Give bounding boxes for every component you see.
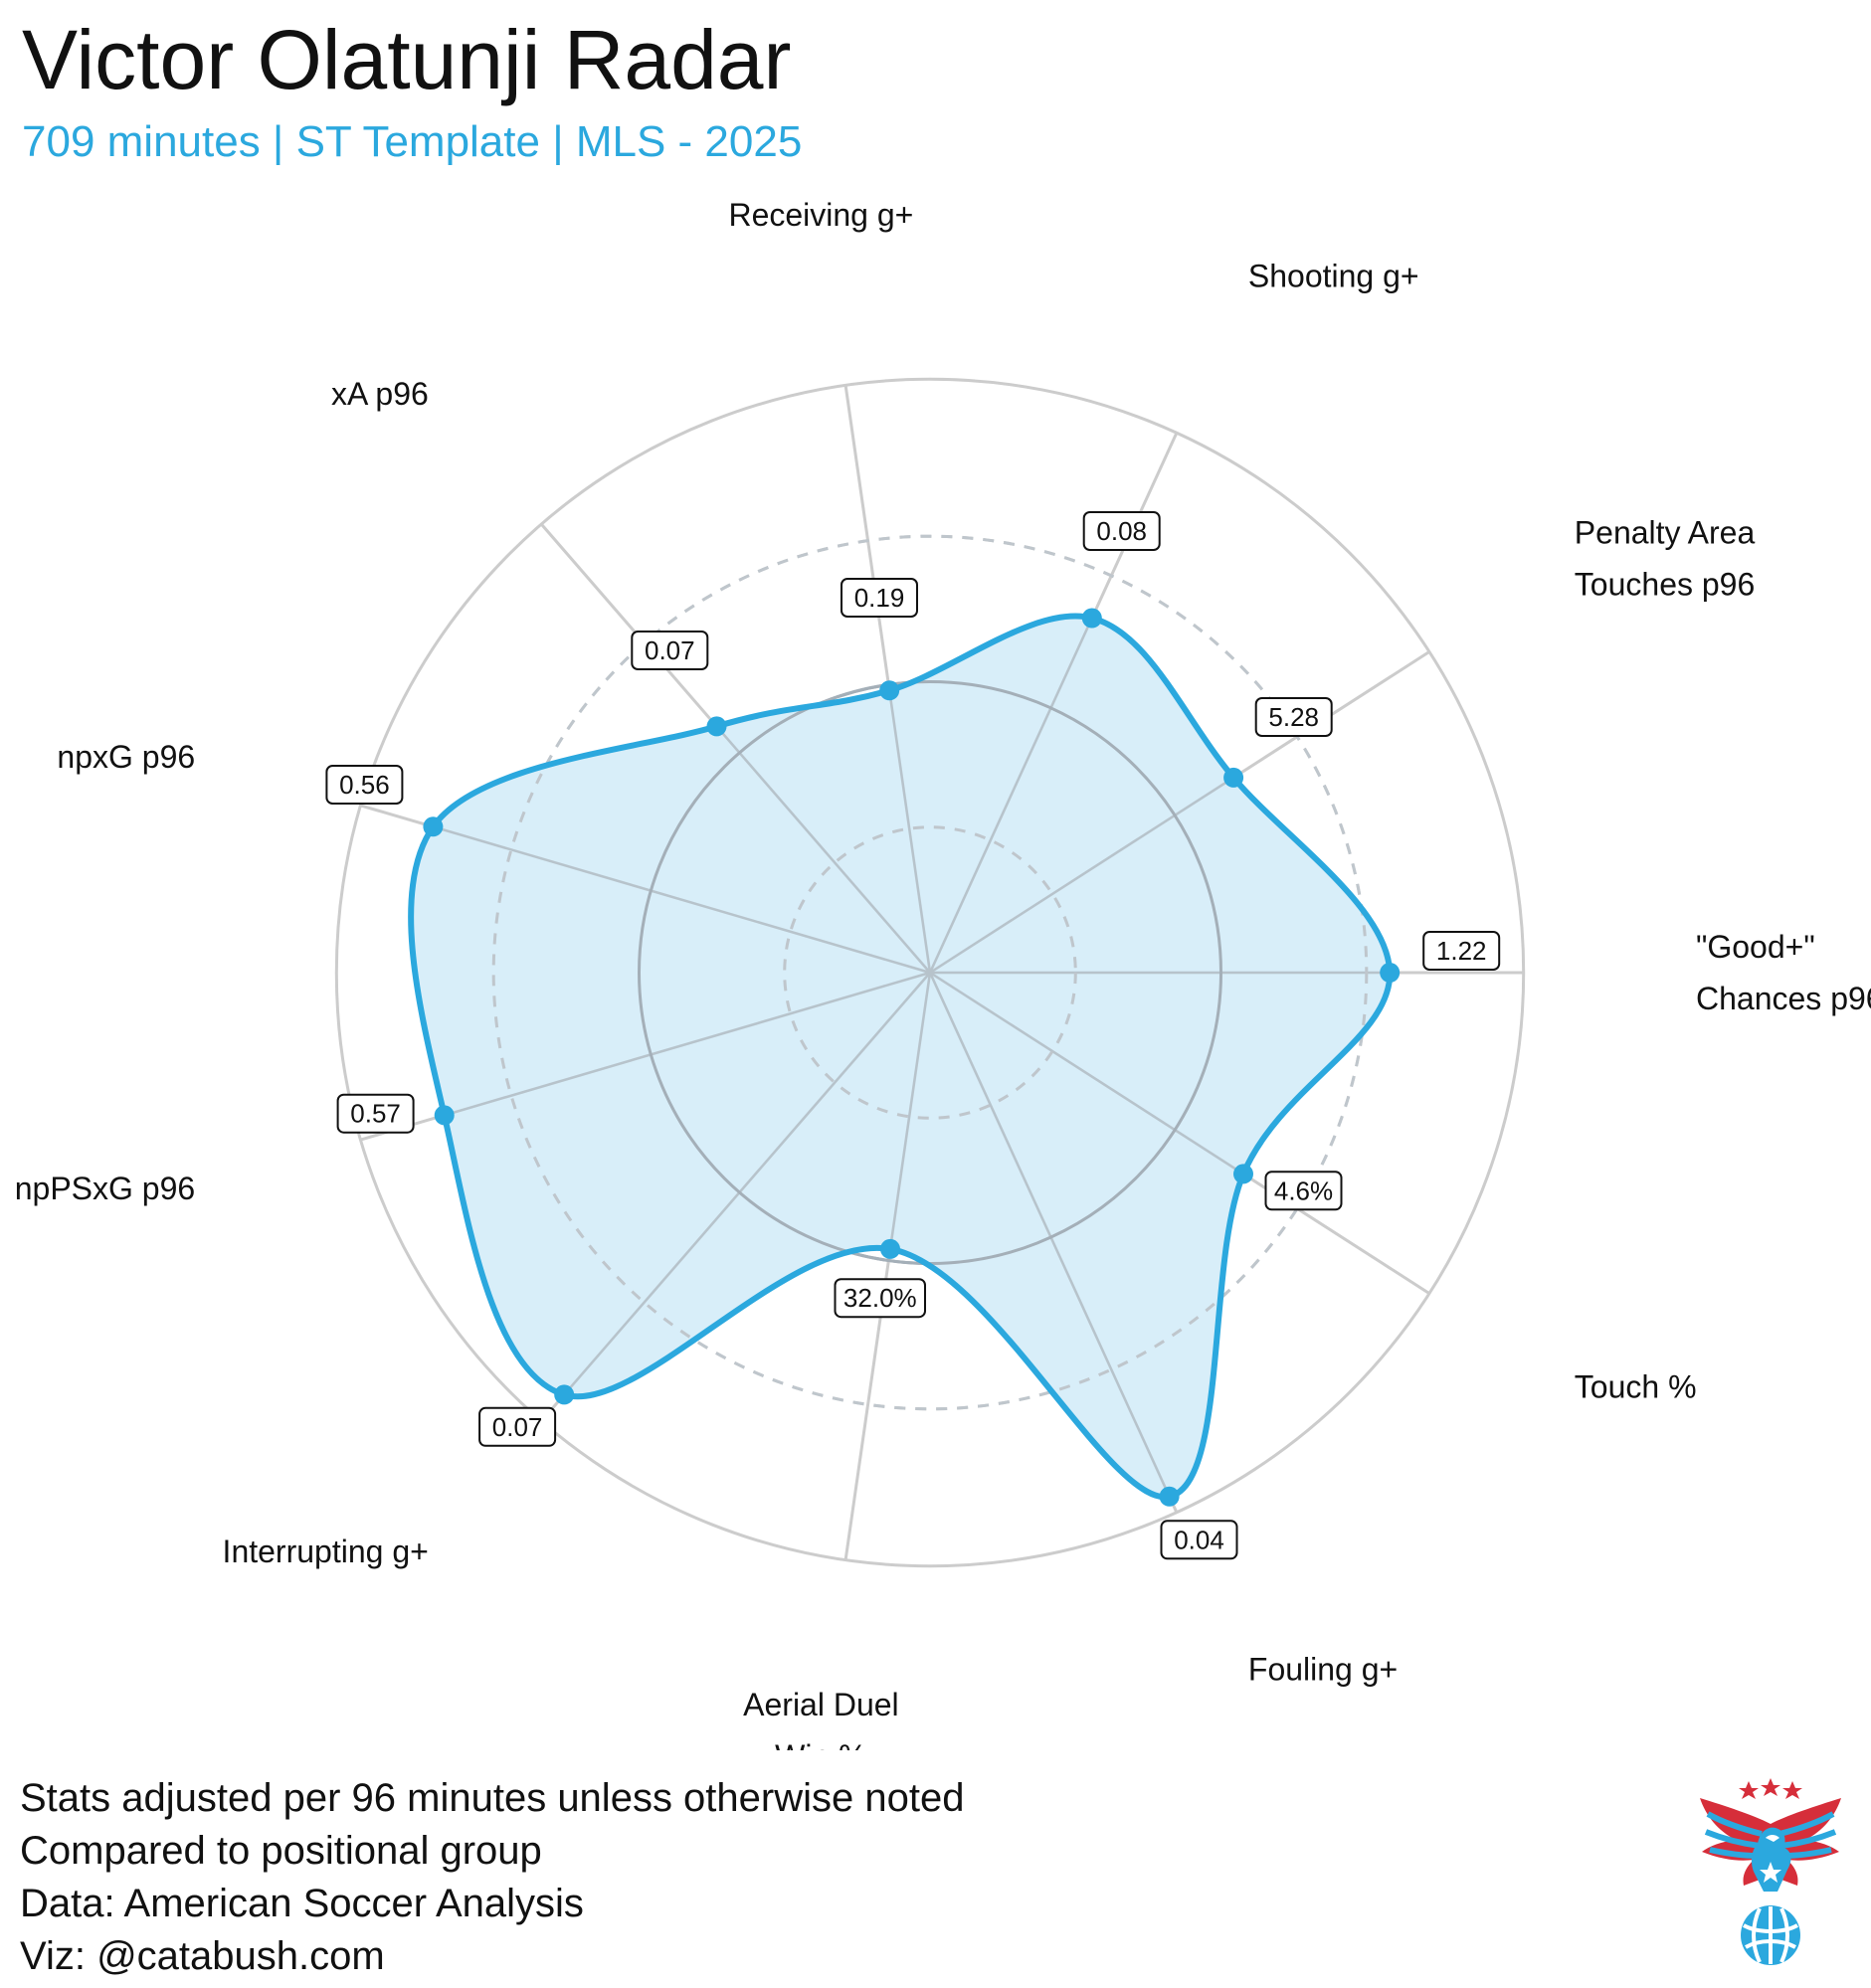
value-label-box (336, 1093, 415, 1134)
data-point (1380, 963, 1401, 983)
data-point (423, 816, 444, 837)
value-label: 0.04 (1174, 1525, 1224, 1554)
axis-label-line: Fouling g+ (1248, 1651, 1398, 1687)
data-point (1081, 608, 1102, 629)
radar-inner-spoke (928, 972, 1171, 1498)
radar-points: 1.22 5.28 0.08 0.19 0.07 0.56 0.57 0.07 32.0% 0.0… (325, 511, 1501, 1560)
axis-label-line: Interrupting g+ (223, 1534, 429, 1569)
radar-inner-spoke (888, 972, 932, 1250)
value-label-box (1082, 511, 1161, 551)
footer-note-viz-credit: Viz: @catabush.com (20, 1934, 385, 1978)
eagle-soccer-logo-icon (1700, 1778, 1841, 1965)
axis-label: "Good+" Chances p96 (1696, 929, 1871, 1016)
radar-shape (408, 534, 1394, 1500)
radar-outer-ring (334, 377, 1526, 1568)
axis-label: Touch % (1575, 1368, 1697, 1404)
radar-area-fill (411, 616, 1391, 1498)
value-label: 1.22 (1436, 936, 1487, 966)
axis-label: Receiving g+ (728, 197, 913, 233)
data-point (1233, 1164, 1253, 1184)
axis-label: Interrupting g+ (223, 1534, 429, 1569)
value-label: 0.07 (645, 635, 695, 665)
axis-label-line: "Good+" (1696, 929, 1815, 965)
axis-label-line: Touch % (1575, 1368, 1697, 1404)
radar-inner-spoke (444, 971, 931, 1117)
radar-inner-spoke (433, 825, 931, 975)
value-label: 0.56 (339, 770, 390, 800)
axis-label-line: Chances p96 (1696, 981, 1871, 1016)
axis-label-line: xA p96 (331, 376, 429, 412)
chart-title: Victor Olatunji Radar (22, 13, 792, 106)
data-point (1223, 767, 1244, 788)
axis-label: npxG p96 (57, 739, 195, 775)
data-point (880, 1238, 900, 1259)
data-point (554, 1384, 575, 1405)
value-label-box (325, 765, 404, 805)
footer-note-adjustment: Stats adjusted per 96 minutes unless oth… (20, 1776, 965, 1820)
chart-subtitle: 709 minutes | ST Template | MLS - 2025 (22, 117, 803, 166)
radar-dashed-ring-overlay (491, 534, 1369, 1411)
axis-label-line: Receiving g+ (728, 197, 913, 233)
data-point (879, 680, 900, 701)
axis-label: npPSxG p96 (15, 1171, 195, 1206)
radar-inner-spoke (887, 690, 932, 974)
value-label-box (478, 1406, 557, 1447)
axis-label-line: Touches p96 (1575, 567, 1755, 603)
value-label-box (1264, 1171, 1343, 1211)
radar-axis-labels: "Good+" Chances p96 Penalty Area Touches p9… (15, 197, 1871, 1750)
axis-label-line: npPSxG p96 (15, 1171, 195, 1206)
data-point (1159, 1486, 1180, 1507)
value-label: 0.07 (492, 1412, 543, 1442)
axis-label: Penalty Area Touches p96 (1575, 515, 1756, 603)
radar-inner-spoke (929, 971, 1244, 1175)
value-label-box (841, 578, 918, 618)
axis-label: Aerial Duel Win % (743, 1687, 899, 1750)
value-label: 0.57 (350, 1099, 401, 1129)
footer-note-comparison: Compared to positional group (20, 1829, 542, 1873)
axis-label-line: Aerial Duel (743, 1687, 899, 1722)
value-label-box (1422, 931, 1501, 971)
axis-label-line: Penalty Area (1575, 515, 1756, 551)
axis-label-line: Win % (775, 1738, 866, 1750)
radar-inner-spoke (929, 776, 1234, 975)
radar-inner-spoke (563, 972, 931, 1396)
footer-note-data-source: Data: American Soccer Analysis (20, 1882, 584, 1925)
value-label-box (1254, 697, 1333, 737)
value-label-box (834, 1278, 926, 1319)
data-point (434, 1105, 455, 1126)
value-label: 5.28 (1268, 702, 1319, 732)
value-label: 32.0% (843, 1283, 917, 1313)
data-point (706, 716, 727, 737)
axis-label-line: npxG p96 (57, 739, 195, 775)
axis-label-line: Shooting g+ (1248, 259, 1419, 294)
footer-notes: Stats adjusted per 96 minutes unless oth… (20, 1772, 964, 1983)
radar-inner-spoke (715, 725, 931, 974)
value-label: 0.19 (854, 583, 905, 613)
value-label-box (631, 631, 709, 670)
value-label: 4.6% (1274, 1175, 1333, 1205)
value-label: 0.08 (1096, 516, 1147, 546)
axis-label: Shooting g+ (1248, 259, 1419, 294)
radar-inner-spoke (928, 617, 1093, 974)
value-label-box (1160, 1520, 1238, 1560)
axis-label: xA p96 (331, 376, 429, 412)
axis-label: Fouling g+ (1248, 1651, 1398, 1687)
radar-dashed-ring-overlay (783, 825, 1077, 1120)
radar-chart: 1.22 5.28 0.08 0.19 0.07 0.56 0.57 0.07 32.0% 0.0… (15, 197, 1871, 1750)
